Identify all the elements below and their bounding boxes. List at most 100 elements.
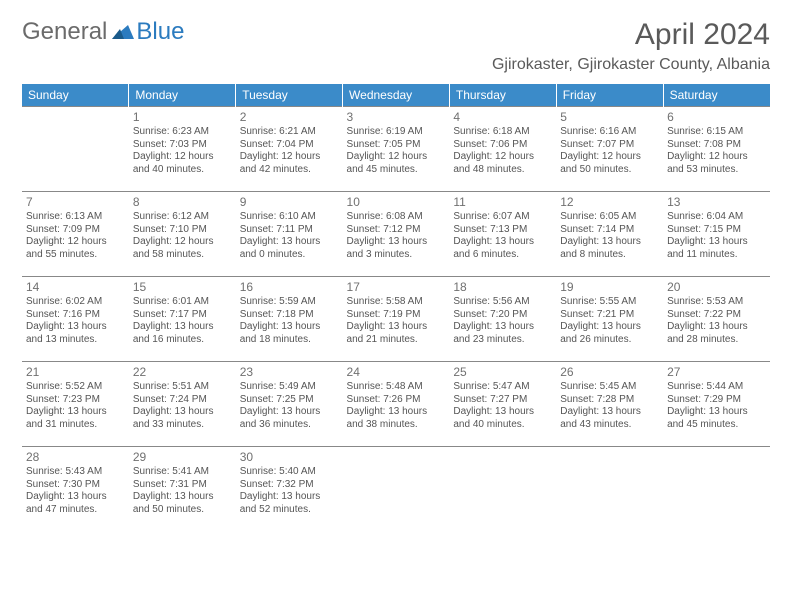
- daylight-line: Daylight: 13 hours and 21 minutes.: [347, 321, 446, 346]
- day-number: 8: [133, 195, 232, 210]
- sunrise-line: Sunrise: 6:16 AM: [560, 126, 659, 139]
- daylight-line: Daylight: 12 hours and 55 minutes.: [26, 236, 125, 261]
- sunrise-line: Sunrise: 6:18 AM: [453, 126, 552, 139]
- daylight-line: Daylight: 12 hours and 50 minutes.: [560, 151, 659, 176]
- calendar-day-cell: 1Sunrise: 6:23 AMSunset: 7:03 PMDaylight…: [129, 107, 236, 192]
- day-number: 13: [667, 195, 766, 210]
- daylight-line: Daylight: 13 hours and 0 minutes.: [240, 236, 339, 261]
- daylight-line: Daylight: 12 hours and 53 minutes.: [667, 151, 766, 176]
- calendar-day-cell: [343, 447, 450, 532]
- sunrise-line: Sunrise: 6:19 AM: [347, 126, 446, 139]
- daylight-line: Daylight: 13 hours and 36 minutes.: [240, 406, 339, 431]
- day-number: 12: [560, 195, 659, 210]
- sunrise-line: Sunrise: 6:21 AM: [240, 126, 339, 139]
- daylight-line: Daylight: 13 hours and 13 minutes.: [26, 321, 125, 346]
- sunrise-line: Sunrise: 6:02 AM: [26, 296, 125, 309]
- sunset-line: Sunset: 7:17 PM: [133, 309, 232, 322]
- calendar-day-cell: [22, 107, 129, 192]
- calendar-table: SundayMondayTuesdayWednesdayThursdayFrid…: [22, 84, 770, 532]
- day-number: 10: [347, 195, 446, 210]
- calendar-day-cell: 3Sunrise: 6:19 AMSunset: 7:05 PMDaylight…: [343, 107, 450, 192]
- sunset-line: Sunset: 7:15 PM: [667, 224, 766, 237]
- sunset-line: Sunset: 7:23 PM: [26, 394, 125, 407]
- weekday-header: Saturday: [663, 84, 770, 107]
- weekday-header: Friday: [556, 84, 663, 107]
- sunset-line: Sunset: 7:32 PM: [240, 479, 339, 492]
- sunset-line: Sunset: 7:08 PM: [667, 139, 766, 152]
- sunrise-line: Sunrise: 6:05 AM: [560, 211, 659, 224]
- daylight-line: Daylight: 13 hours and 8 minutes.: [560, 236, 659, 261]
- daylight-line: Daylight: 12 hours and 45 minutes.: [347, 151, 446, 176]
- calendar-day-cell: 17Sunrise: 5:58 AMSunset: 7:19 PMDayligh…: [343, 277, 450, 362]
- sunrise-line: Sunrise: 6:07 AM: [453, 211, 552, 224]
- calendar-day-cell: 6Sunrise: 6:15 AMSunset: 7:08 PMDaylight…: [663, 107, 770, 192]
- calendar-day-cell: 29Sunrise: 5:41 AMSunset: 7:31 PMDayligh…: [129, 447, 236, 532]
- day-number: 11: [453, 195, 552, 210]
- calendar-day-cell: 21Sunrise: 5:52 AMSunset: 7:23 PMDayligh…: [22, 362, 129, 447]
- daylight-line: Daylight: 12 hours and 48 minutes.: [453, 151, 552, 176]
- title-block: April 2024 Gjirokaster, Gjirokaster Coun…: [492, 18, 770, 74]
- sunrise-line: Sunrise: 5:53 AM: [667, 296, 766, 309]
- day-number: 3: [347, 110, 446, 125]
- daylight-line: Daylight: 13 hours and 18 minutes.: [240, 321, 339, 346]
- calendar-day-cell: 30Sunrise: 5:40 AMSunset: 7:32 PMDayligh…: [236, 447, 343, 532]
- day-number: 4: [453, 110, 552, 125]
- logo-mark-icon: [112, 21, 134, 44]
- month-title: April 2024: [492, 18, 770, 52]
- daylight-line: Daylight: 13 hours and 23 minutes.: [453, 321, 552, 346]
- day-number: 17: [347, 280, 446, 295]
- sunrise-line: Sunrise: 5:45 AM: [560, 381, 659, 394]
- daylight-line: Daylight: 13 hours and 52 minutes.: [240, 491, 339, 516]
- day-number: 29: [133, 450, 232, 465]
- daylight-line: Daylight: 13 hours and 28 minutes.: [667, 321, 766, 346]
- calendar-week-row: 1Sunrise: 6:23 AMSunset: 7:03 PMDaylight…: [22, 107, 770, 192]
- sunset-line: Sunset: 7:31 PM: [133, 479, 232, 492]
- sunset-line: Sunset: 7:20 PM: [453, 309, 552, 322]
- calendar-day-cell: 22Sunrise: 5:51 AMSunset: 7:24 PMDayligh…: [129, 362, 236, 447]
- sunset-line: Sunset: 7:21 PM: [560, 309, 659, 322]
- calendar-day-cell: 23Sunrise: 5:49 AMSunset: 7:25 PMDayligh…: [236, 362, 343, 447]
- calendar-day-cell: 7Sunrise: 6:13 AMSunset: 7:09 PMDaylight…: [22, 192, 129, 277]
- location: Gjirokaster, Gjirokaster County, Albania: [492, 56, 770, 74]
- sunset-line: Sunset: 7:28 PM: [560, 394, 659, 407]
- calendar-day-cell: 13Sunrise: 6:04 AMSunset: 7:15 PMDayligh…: [663, 192, 770, 277]
- calendar-day-cell: 26Sunrise: 5:45 AMSunset: 7:28 PMDayligh…: [556, 362, 663, 447]
- sunrise-line: Sunrise: 5:43 AM: [26, 466, 125, 479]
- sunrise-line: Sunrise: 6:15 AM: [667, 126, 766, 139]
- daylight-line: Daylight: 13 hours and 26 minutes.: [560, 321, 659, 346]
- sunrise-line: Sunrise: 5:52 AM: [26, 381, 125, 394]
- calendar-week-row: 14Sunrise: 6:02 AMSunset: 7:16 PMDayligh…: [22, 277, 770, 362]
- sunset-line: Sunset: 7:26 PM: [347, 394, 446, 407]
- sunrise-line: Sunrise: 5:56 AM: [453, 296, 552, 309]
- sunrise-line: Sunrise: 6:13 AM: [26, 211, 125, 224]
- calendar-day-cell: 4Sunrise: 6:18 AMSunset: 7:06 PMDaylight…: [449, 107, 556, 192]
- day-number: 19: [560, 280, 659, 295]
- calendar-day-cell: 19Sunrise: 5:55 AMSunset: 7:21 PMDayligh…: [556, 277, 663, 362]
- daylight-line: Daylight: 13 hours and 50 minutes.: [133, 491, 232, 516]
- sunset-line: Sunset: 7:04 PM: [240, 139, 339, 152]
- calendar-week-row: 7Sunrise: 6:13 AMSunset: 7:09 PMDaylight…: [22, 192, 770, 277]
- sunrise-line: Sunrise: 5:59 AM: [240, 296, 339, 309]
- calendar-week-row: 21Sunrise: 5:52 AMSunset: 7:23 PM Dayligh…: [22, 362, 770, 447]
- sunset-line: Sunset: 7:06 PM: [453, 139, 552, 152]
- sunset-line: Sunset: 7:19 PM: [347, 309, 446, 322]
- daylight-line: Daylight: 13 hours and 11 minutes.: [667, 236, 766, 261]
- day-number: 22: [133, 365, 232, 380]
- sunrise-line: Sunrise: 6:23 AM: [133, 126, 232, 139]
- sunset-line: Sunset: 7:22 PM: [667, 309, 766, 322]
- sunrise-line: Sunrise: 5:41 AM: [133, 466, 232, 479]
- day-number: 16: [240, 280, 339, 295]
- day-number: 21: [26, 365, 125, 380]
- sunset-line: Sunset: 7:03 PM: [133, 139, 232, 152]
- daylight-line: Daylight: 12 hours and 40 minutes.: [133, 151, 232, 176]
- calendar-day-cell: 14Sunrise: 6:02 AMSunset: 7:16 PMDayligh…: [22, 277, 129, 362]
- day-number: 24: [347, 365, 446, 380]
- day-number: 6: [667, 110, 766, 125]
- calendar-day-cell: 28Sunrise: 5:43 AMSunset: 7:30 PMDayligh…: [22, 447, 129, 532]
- daylight-line: Daylight: 13 hours and 16 minutes.: [133, 321, 232, 346]
- daylight-line: Daylight: 13 hours and 33 minutes.: [133, 406, 232, 431]
- sunset-line: Sunset: 7:25 PM: [240, 394, 339, 407]
- sunset-line: Sunset: 7:13 PM: [453, 224, 552, 237]
- sunrise-line: Sunrise: 6:12 AM: [133, 211, 232, 224]
- day-number: 25: [453, 365, 552, 380]
